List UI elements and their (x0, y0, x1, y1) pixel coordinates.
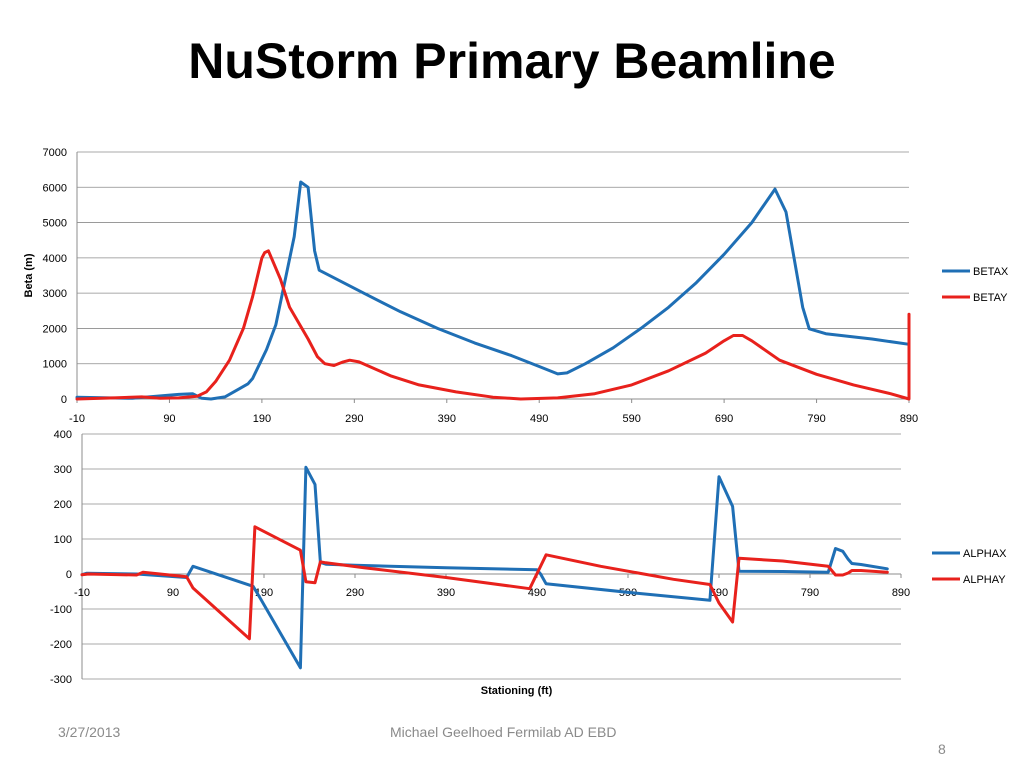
chart2-y-tick-label: -300 (50, 674, 72, 686)
footer-author: Michael Geelhoed Fermilab AD EBD (390, 724, 617, 740)
chart1-x-tick-label: 490 (530, 413, 548, 425)
chart1-y-tick-label: 4000 (43, 253, 67, 265)
chart1-series-betay-line (75, 249, 911, 401)
chart2-x-tick-label: -10 (74, 587, 90, 599)
chart1-y-axis-title: Beta (m) (23, 253, 35, 297)
chart2-x-tick-label: 490 (528, 587, 546, 599)
chart1-x-tick-label: 590 (622, 413, 640, 425)
chart1-x-tick-label: 290 (345, 413, 363, 425)
chart1-x-tick-label: 90 (163, 413, 175, 425)
chart2-y-tick-label: 300 (54, 464, 72, 476)
chart2-x-tick-label: 90 (167, 587, 179, 599)
chart1-y-tick-label: 3000 (43, 288, 67, 300)
chart1-x-tick-label: 890 (900, 413, 918, 425)
chart1-y-tick-label: 5000 (43, 218, 67, 230)
chart2-series-alphax-line (80, 465, 889, 670)
chart1-legend-label-betay: BETAY (973, 292, 1008, 304)
chart1-y-tick-label: 0 (61, 394, 67, 406)
page-number: 8 (938, 741, 946, 757)
chart2-y-tick-label: 200 (54, 499, 72, 511)
chart1-x-tick-label: 390 (438, 413, 456, 425)
chart2-x-tick-label: 290 (346, 587, 364, 599)
chart1-series-betax-line (75, 180, 911, 401)
chart2-y-tick-label: -100 (50, 604, 72, 616)
chart2-y-tick-label: 400 (54, 429, 72, 441)
chart2-y-tick-label: -200 (50, 639, 72, 651)
chart1-x-tick-label: 190 (253, 413, 271, 425)
chart1-x-tick-label: 790 (807, 413, 825, 425)
chart2-x-tick-label: 890 (892, 587, 910, 599)
chart1-x-tick-label: -10 (69, 413, 85, 425)
chart2-x-tick-label: 390 (437, 587, 455, 599)
footer-date: 3/27/2013 (58, 724, 121, 740)
chart2-y-tick-label: 0 (66, 569, 72, 581)
chart1-y-tick-label: 2000 (43, 323, 67, 335)
chart2-x-tick-label: 790 (801, 587, 819, 599)
chart1-x-tick-label: 690 (715, 413, 733, 425)
chart1-y-tick-label: 1000 (43, 359, 67, 371)
chart1-y-tick-label: 7000 (43, 147, 67, 159)
chart2-legend-label-alphax: ALPHAX (963, 548, 1007, 560)
chart1-y-tick-label: 6000 (43, 182, 67, 194)
chart2-legend-label-alphay: ALPHAY (963, 574, 1006, 586)
chart2-x-axis-title: Stationing (ft) (481, 685, 553, 697)
slide-title: NuStorm Primary Beamline (188, 33, 836, 89)
chart2-y-tick-label: 100 (54, 534, 72, 546)
chart2-series-alphay-line (80, 525, 889, 641)
chart1-legend-label-betax: BETAX (973, 266, 1009, 278)
